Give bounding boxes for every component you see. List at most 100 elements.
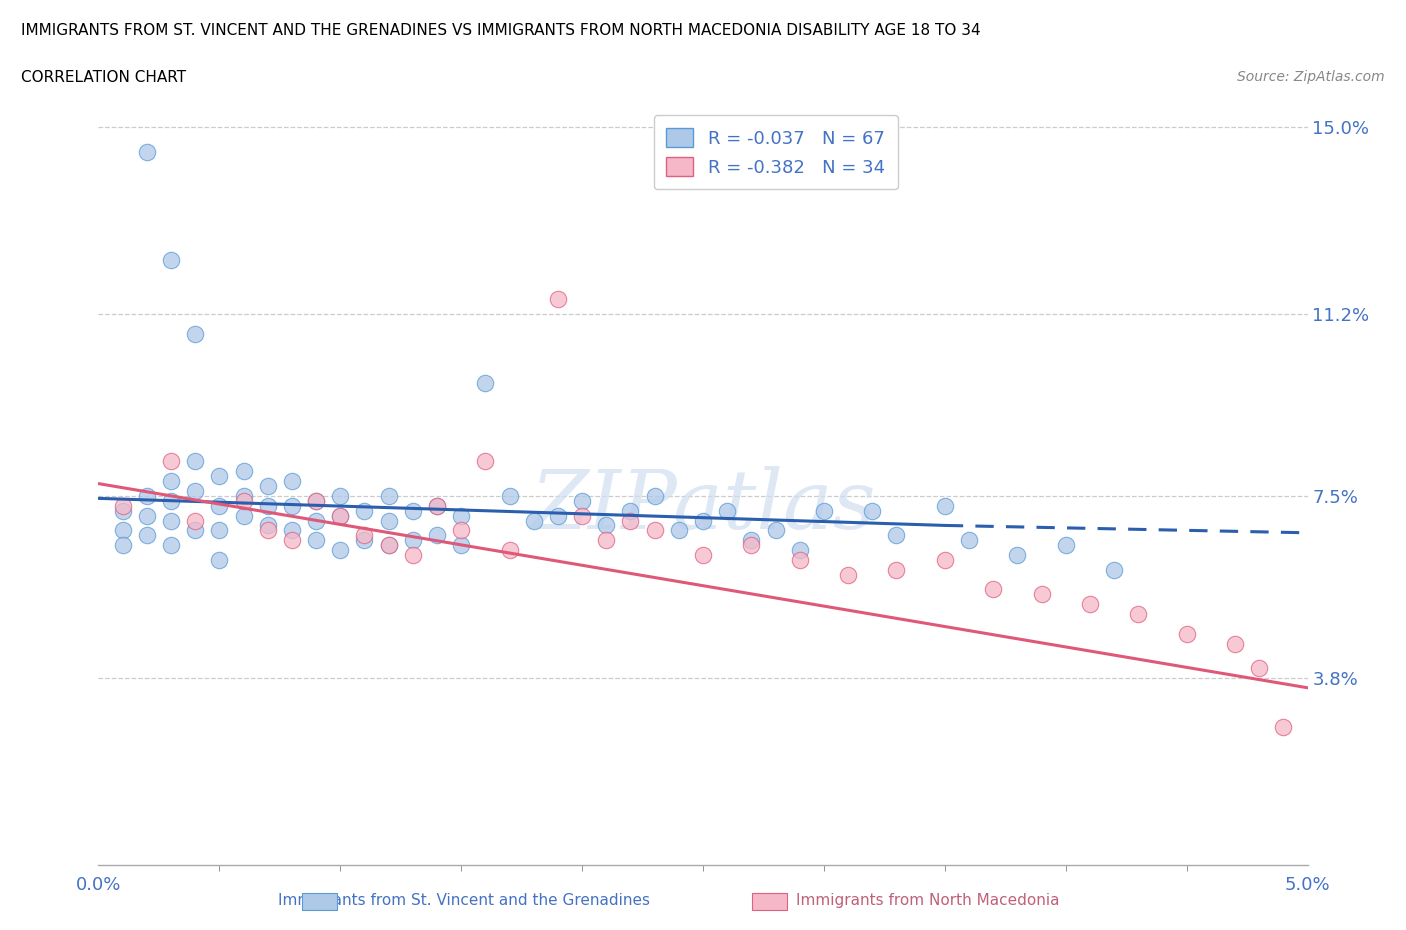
Point (184, 513, 207, 528)
Point (547, 508, 569, 523)
Point (232, 464, 254, 479)
Point (595, 533, 617, 548)
Point (353, 533, 375, 548)
Point (281, 533, 304, 548)
Point (232, 494, 254, 509)
Point (184, 326, 207, 341)
Point (547, 292, 569, 307)
Point (281, 523, 304, 538)
Text: IMMIGRANTS FROM ST. VINCENT AND THE GRENADINES VS IMMIGRANTS FROM NORTH MACEDONI: IMMIGRANTS FROM ST. VINCENT AND THE GREN… (21, 23, 981, 38)
Point (232, 488, 254, 503)
Point (789, 552, 811, 567)
Point (377, 488, 399, 503)
Text: ZIPatlas: ZIPatlas (530, 467, 876, 547)
Point (813, 503, 835, 518)
Point (619, 513, 641, 528)
Point (934, 498, 956, 513)
Point (184, 523, 207, 538)
Point (1175, 626, 1198, 641)
Point (957, 533, 980, 548)
Point (329, 488, 352, 503)
Point (740, 533, 762, 548)
Point (305, 533, 328, 548)
Point (305, 494, 328, 509)
Point (1078, 597, 1101, 612)
Point (402, 503, 425, 518)
Point (160, 252, 183, 267)
Legend: R = -0.037   N = 67, R = -0.382   N = 34: R = -0.037 N = 67, R = -0.382 N = 34 (654, 115, 897, 189)
Point (256, 479, 278, 494)
Point (353, 503, 375, 518)
Point (523, 513, 546, 528)
Point (281, 473, 304, 488)
Point (571, 494, 593, 509)
Point (111, 503, 134, 518)
Point (1007, 548, 1029, 563)
Point (1249, 660, 1271, 675)
Point (1272, 720, 1295, 735)
Point (160, 473, 183, 488)
Point (111, 498, 134, 513)
Point (1054, 538, 1077, 552)
Point (789, 542, 811, 557)
Point (160, 454, 183, 469)
Point (426, 498, 449, 513)
Point (692, 513, 714, 528)
Point (498, 542, 520, 557)
Point (668, 523, 690, 538)
Point (256, 518, 278, 533)
Point (644, 523, 666, 538)
Point (135, 528, 157, 543)
Point (377, 513, 399, 528)
Point (426, 498, 449, 513)
Point (450, 523, 472, 538)
Point (160, 513, 183, 528)
Point (860, 503, 883, 518)
Point (644, 488, 666, 503)
Text: Immigrants from North Macedonia: Immigrants from North Macedonia (796, 893, 1060, 908)
Point (111, 523, 134, 538)
Point (716, 503, 738, 518)
Point (450, 508, 472, 523)
Point (740, 538, 762, 552)
Point (135, 508, 157, 523)
Point (1128, 606, 1150, 621)
Point (934, 552, 956, 567)
Point (208, 469, 231, 484)
Point (232, 508, 254, 523)
Point (595, 518, 617, 533)
Point (377, 538, 399, 552)
Point (329, 508, 352, 523)
Point (765, 523, 787, 538)
Point (692, 548, 714, 563)
Text: CORRELATION CHART: CORRELATION CHART (21, 70, 186, 85)
Point (837, 567, 859, 582)
Point (1031, 587, 1053, 602)
Point (256, 498, 278, 513)
Point (111, 538, 134, 552)
Point (256, 523, 278, 538)
Point (981, 582, 1004, 597)
Point (329, 508, 352, 523)
Point (305, 513, 328, 528)
Point (426, 528, 449, 543)
Point (353, 528, 375, 543)
Point (619, 503, 641, 518)
Point (450, 538, 472, 552)
Point (329, 542, 352, 557)
Point (402, 533, 425, 548)
Point (160, 538, 183, 552)
Point (886, 563, 908, 578)
Point (208, 552, 231, 567)
Point (474, 454, 496, 469)
Point (208, 498, 231, 513)
Point (474, 376, 496, 391)
Text: Source: ZipAtlas.com: Source: ZipAtlas.com (1237, 70, 1385, 84)
Text: Immigrants from St. Vincent and the Grenadines: Immigrants from St. Vincent and the Gren… (278, 893, 650, 908)
Point (208, 523, 231, 538)
Point (184, 454, 207, 469)
Point (1102, 563, 1125, 578)
Point (305, 494, 328, 509)
Point (135, 144, 157, 159)
Point (281, 498, 304, 513)
